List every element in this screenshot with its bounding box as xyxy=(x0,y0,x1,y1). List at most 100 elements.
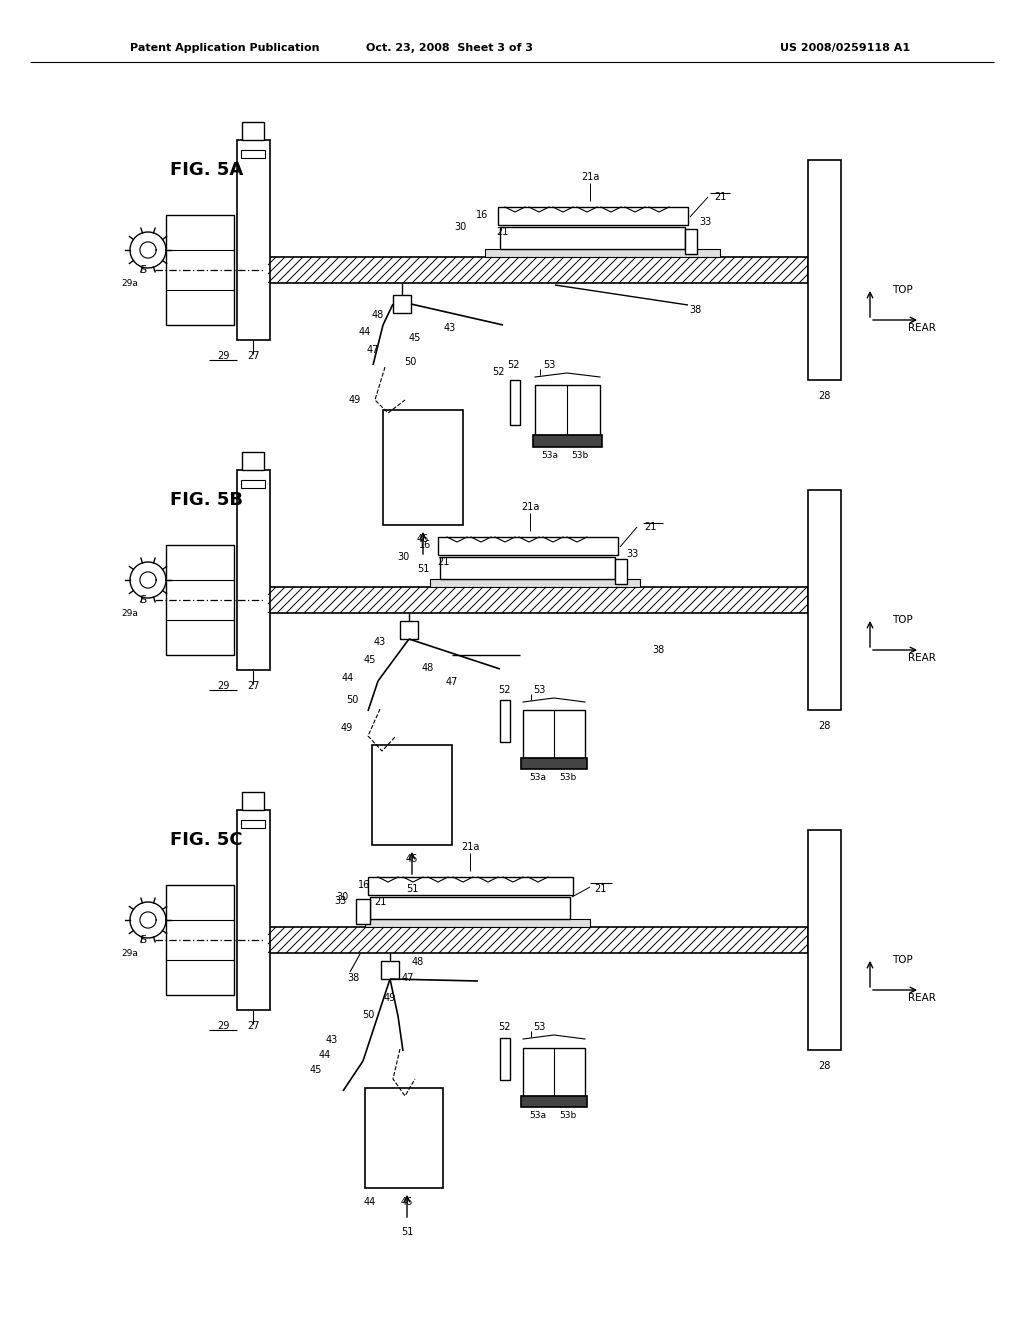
Text: 50: 50 xyxy=(403,356,416,367)
Bar xyxy=(685,228,697,253)
Bar xyxy=(400,620,418,639)
Text: Patent Application Publication: Patent Application Publication xyxy=(130,44,319,53)
Text: 21a: 21a xyxy=(521,502,540,512)
Text: 28: 28 xyxy=(818,721,830,731)
Text: 28: 28 xyxy=(818,391,830,401)
Text: 33: 33 xyxy=(626,549,638,558)
Text: S: S xyxy=(139,595,146,605)
Text: 44: 44 xyxy=(364,1197,376,1206)
Bar xyxy=(534,436,602,447)
Text: 45: 45 xyxy=(364,655,376,665)
Text: 30: 30 xyxy=(454,222,466,232)
Text: REAR: REAR xyxy=(908,323,936,333)
Bar xyxy=(521,758,587,770)
Text: 21: 21 xyxy=(714,191,726,202)
Text: 49: 49 xyxy=(384,993,396,1003)
Text: 38: 38 xyxy=(652,645,665,655)
Text: TOP: TOP xyxy=(892,615,912,624)
Bar xyxy=(535,385,600,436)
Text: 47: 47 xyxy=(367,345,379,355)
Text: 51: 51 xyxy=(406,884,418,894)
Text: 38: 38 xyxy=(347,973,359,983)
Text: 21: 21 xyxy=(437,557,450,568)
Text: 29: 29 xyxy=(217,1020,229,1031)
Text: 53b: 53b xyxy=(559,774,577,783)
Bar xyxy=(166,545,234,655)
Bar xyxy=(365,1088,443,1188)
Text: 29a: 29a xyxy=(122,610,138,619)
Text: 44: 44 xyxy=(342,673,354,682)
Text: 27: 27 xyxy=(247,681,259,690)
Text: 53: 53 xyxy=(543,360,555,370)
Text: 48: 48 xyxy=(422,663,434,673)
Bar xyxy=(498,207,688,224)
Text: 46: 46 xyxy=(406,854,418,865)
Text: 47: 47 xyxy=(445,677,458,686)
Text: 21a: 21a xyxy=(461,842,479,851)
Text: 43: 43 xyxy=(326,1035,338,1045)
Bar xyxy=(438,537,618,554)
Text: 27: 27 xyxy=(247,1020,259,1031)
Bar xyxy=(440,557,615,579)
Text: 53a: 53a xyxy=(529,1111,547,1121)
Bar xyxy=(510,380,520,425)
Text: 48: 48 xyxy=(372,310,384,319)
Bar xyxy=(372,744,452,845)
Bar xyxy=(237,810,270,1010)
Text: 16: 16 xyxy=(357,880,370,890)
Bar xyxy=(615,558,627,583)
Bar xyxy=(268,587,808,612)
Bar xyxy=(500,700,510,742)
Bar xyxy=(237,140,270,341)
Bar xyxy=(521,1096,587,1107)
Text: 52: 52 xyxy=(498,1022,510,1032)
Text: 21a: 21a xyxy=(581,172,599,182)
Text: US 2008/0259118 A1: US 2008/0259118 A1 xyxy=(780,44,910,53)
Text: TOP: TOP xyxy=(892,285,912,294)
Bar xyxy=(242,121,264,140)
Text: 46: 46 xyxy=(417,535,429,544)
Text: 28: 28 xyxy=(818,1061,830,1071)
Bar xyxy=(808,160,841,380)
Text: 21: 21 xyxy=(594,884,606,894)
Bar xyxy=(241,150,265,158)
Text: 45: 45 xyxy=(310,1065,323,1074)
Bar xyxy=(808,490,841,710)
Text: 29a: 29a xyxy=(122,280,138,289)
Bar xyxy=(500,227,685,249)
Bar xyxy=(242,792,264,810)
Bar xyxy=(381,961,399,979)
Text: 53b: 53b xyxy=(559,1111,577,1121)
Text: 33: 33 xyxy=(334,896,346,906)
Text: 51: 51 xyxy=(417,564,429,574)
Text: 45: 45 xyxy=(409,333,421,343)
Text: 43: 43 xyxy=(374,638,386,647)
Text: S: S xyxy=(139,935,146,945)
Text: REAR: REAR xyxy=(908,653,936,663)
Text: 51: 51 xyxy=(400,1228,414,1237)
Text: 29a: 29a xyxy=(122,949,138,958)
Bar xyxy=(523,1048,585,1096)
Text: 48: 48 xyxy=(412,957,424,968)
Text: 30: 30 xyxy=(336,892,348,902)
Bar xyxy=(166,215,234,325)
Text: FIG. 5A: FIG. 5A xyxy=(170,161,244,180)
Text: 21: 21 xyxy=(644,521,656,532)
Text: 53b: 53b xyxy=(571,450,589,459)
Bar xyxy=(370,898,570,919)
Text: Oct. 23, 2008  Sheet 3 of 3: Oct. 23, 2008 Sheet 3 of 3 xyxy=(367,44,534,53)
Text: 27: 27 xyxy=(247,351,259,360)
Bar xyxy=(383,411,463,525)
Text: 16: 16 xyxy=(476,210,488,220)
Text: FIG. 5B: FIG. 5B xyxy=(170,491,243,510)
Text: 53: 53 xyxy=(532,1022,545,1032)
Bar xyxy=(356,899,370,924)
Bar xyxy=(241,820,265,828)
Text: 29: 29 xyxy=(217,351,229,360)
Bar xyxy=(242,451,264,470)
Text: 33: 33 xyxy=(698,216,711,227)
Text: 52: 52 xyxy=(492,367,504,378)
Text: 44: 44 xyxy=(318,1049,331,1060)
Text: 50: 50 xyxy=(346,696,358,705)
Text: 43: 43 xyxy=(443,323,456,333)
